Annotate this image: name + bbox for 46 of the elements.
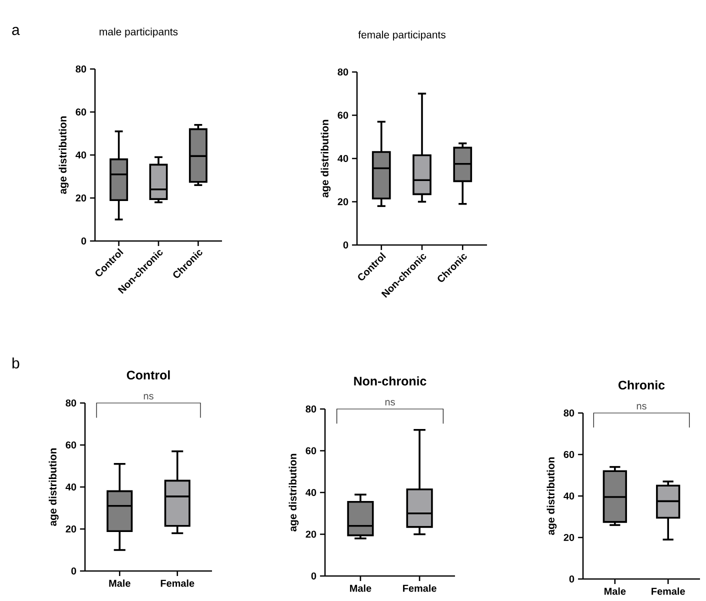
text: ns [144, 394, 154, 400]
x-tick-label: Female [403, 584, 436, 592]
y-tick-label: 80 [66, 399, 76, 407]
y-tick-label: 0 [343, 241, 348, 249]
y-tick-label: 0 [81, 237, 86, 245]
chart-title: male participants [100, 28, 178, 38]
y-tick-label: 0 [311, 572, 316, 580]
y-tick-label: 0 [71, 567, 76, 575]
x-tick-label: Male [109, 580, 130, 587]
y-axis-title: age distribution [320, 120, 331, 198]
y-tick-label: 60 [564, 450, 574, 458]
y-tick-label: 80 [306, 405, 316, 413]
text: a [12, 26, 20, 36]
y-tick-label: 60 [76, 108, 86, 116]
y-tick-label: 40 [66, 483, 76, 491]
y-tick-label: 40 [338, 154, 348, 162]
chart-title: Control [126, 370, 170, 380]
chart-title: Chronic [618, 380, 665, 390]
y-tick-label: 20 [306, 530, 316, 538]
y-tick-label: 60 [66, 441, 76, 449]
y-tick-label: 80 [76, 65, 86, 73]
text: ns [636, 404, 646, 410]
x-tick-label: Male [604, 588, 626, 595]
text: b [12, 358, 20, 368]
y-tick-label: 60 [306, 447, 316, 454]
y-tick-label: 20 [66, 525, 76, 533]
chart-title: Non-chronic [354, 376, 426, 386]
y-axis-title: age distribution [58, 116, 69, 194]
x-tick-label: Female [160, 580, 194, 587]
y-tick-label: 0 [569, 575, 574, 583]
y-tick-label: 40 [564, 492, 574, 500]
x-tick-label: Male [350, 584, 372, 592]
y-tick-label: 80 [338, 68, 348, 76]
y-tick-label: 60 [338, 112, 348, 119]
y-tick-label: 40 [306, 488, 316, 496]
y-tick-label: 20 [338, 198, 348, 206]
y-tick-label: 20 [76, 194, 86, 202]
y-tick-label: 20 [564, 534, 574, 542]
y-axis-title: age distribution [48, 448, 59, 526]
y-tick-label: 80 [564, 409, 574, 417]
y-axis-title: age distribution [288, 454, 299, 532]
y-axis-title: age distribution [546, 457, 557, 535]
x-tick-label: Female [652, 588, 685, 595]
chart-title: female participants [358, 30, 446, 40]
text: ns [385, 400, 395, 406]
y-tick-label: 40 [76, 151, 86, 159]
